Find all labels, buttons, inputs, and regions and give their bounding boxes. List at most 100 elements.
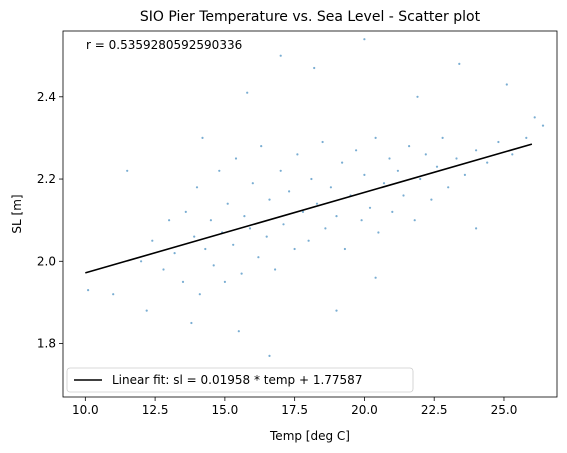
scatter-point — [321, 140, 324, 144]
scatter-point — [301, 210, 305, 213]
scatter-point — [413, 219, 416, 222]
scatter-point — [257, 256, 260, 259]
scatter-point — [424, 153, 427, 156]
scatter-point — [475, 149, 478, 152]
scatter-point — [265, 235, 268, 238]
scatter-point — [234, 157, 238, 160]
scatter-point — [195, 186, 199, 189]
legend-box — [66, 367, 414, 393]
scatter-point — [193, 235, 196, 238]
y-axis-ticks: 1.8 2.0 2.2 2.4 — [37, 90, 63, 351]
scatter-point — [391, 210, 394, 213]
scatter-point — [307, 239, 310, 242]
scatter-point — [181, 280, 185, 283]
scatter-point — [343, 247, 346, 251]
scatter-point — [260, 145, 263, 148]
scatter-point — [173, 252, 176, 255]
x-tick-label: 20.0 — [351, 403, 378, 417]
scatter-point — [87, 289, 90, 292]
legend-label: Linear fit: sl = 0.01958 * temp + 1.7758… — [112, 373, 362, 387]
scatter-point — [374, 276, 377, 279]
x-tick-label: 25.0 — [491, 403, 518, 417]
y-tick-label: 1.8 — [37, 337, 56, 351]
scatter-point — [201, 136, 204, 139]
scatter-point — [212, 264, 215, 267]
scatter-point — [388, 157, 391, 160]
scatter-point — [145, 309, 148, 312]
scatter-point — [274, 268, 277, 271]
scatter-points — [87, 38, 545, 357]
scatter-point — [463, 173, 466, 176]
scatter-point — [505, 83, 508, 86]
scatter-point — [430, 198, 433, 201]
scatter-point — [288, 190, 291, 193]
x-tick-label: 22.5 — [421, 403, 448, 417]
scatter-point — [368, 206, 372, 209]
scatter-point — [198, 293, 201, 296]
scatter-point — [511, 153, 514, 156]
scatter-point — [268, 198, 271, 201]
x-axis-label: Temp [deg C] — [269, 429, 350, 443]
scatter-point — [416, 95, 419, 98]
scatter-point — [363, 38, 366, 41]
scatter-point — [525, 136, 528, 139]
scatter-point — [226, 202, 229, 205]
scatter-point — [447, 186, 450, 189]
scatter-point — [360, 219, 363, 222]
scatter-point — [279, 169, 282, 172]
scatter-point — [377, 231, 380, 234]
scatter-point — [475, 227, 478, 230]
scatter-point — [232, 243, 235, 246]
scatter-point — [140, 260, 143, 263]
scatter-point — [313, 66, 316, 70]
scatter-point — [441, 136, 444, 139]
scatter-point — [408, 145, 411, 148]
x-tick-label: 17.5 — [281, 403, 308, 417]
scatter-point — [248, 227, 252, 230]
plot-area — [62, 30, 558, 398]
scatter-point — [363, 173, 366, 176]
scatter-point — [112, 293, 115, 296]
scatter-point — [455, 157, 458, 160]
scatter-point — [458, 62, 461, 65]
y-tick-label: 2.2 — [37, 172, 56, 186]
scatter-point — [268, 354, 271, 357]
scatter-point — [335, 309, 338, 312]
x-axis-ticks: 10.0 12.5 15.0 17.5 20.0 22.5 25.0 — [72, 397, 517, 417]
scatter-point — [293, 247, 296, 251]
legend: Linear fit: sl = 0.01958 * temp + 1.7758… — [66, 367, 414, 393]
chart-title: SIO Pier Temperature vs. Sea Level - Sca… — [140, 9, 481, 25]
scatter-point — [486, 161, 489, 164]
scatter-point — [237, 330, 240, 333]
scatter-point — [204, 247, 207, 251]
scatter-point — [315, 202, 319, 205]
scatter-point — [541, 124, 545, 127]
correlation-annotation: r = 0.5359280592590336 — [86, 38, 242, 52]
scatter-point — [396, 169, 399, 172]
scatter-point — [435, 165, 439, 168]
linear-fit-line — [85, 143, 533, 274]
scatter-point — [240, 272, 243, 275]
scatter-point — [335, 215, 338, 218]
scatter-point — [218, 169, 221, 172]
scatter-point — [497, 140, 500, 144]
scatter-point — [341, 161, 344, 164]
scatter-point — [310, 177, 313, 181]
scatter-point — [324, 227, 327, 230]
scatter-point — [168, 219, 171, 222]
y-tick-label: 2.0 — [37, 254, 56, 268]
scatter-point — [402, 194, 405, 197]
scatter-point — [279, 54, 282, 57]
y-tick-label: 2.4 — [37, 90, 56, 104]
x-tick-label: 15.0 — [212, 403, 239, 417]
scatter-point — [151, 239, 154, 242]
scatter-point — [251, 182, 254, 185]
scatter-point — [243, 215, 246, 218]
scatter-point — [162, 268, 165, 271]
scatter-point — [190, 321, 193, 325]
x-tick-label: 12.5 — [142, 403, 169, 417]
scatter-point — [355, 149, 358, 152]
scatter-point — [246, 91, 249, 94]
scatter-point — [374, 136, 377, 139]
